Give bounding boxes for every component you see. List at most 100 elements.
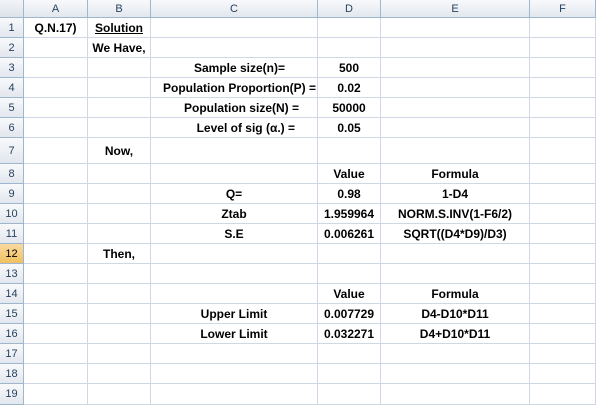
grid-cell-f15[interactable]: [530, 304, 596, 324]
grid-cell-f18[interactable]: [530, 364, 596, 384]
cell-e15[interactable]: D4-D10*D11: [381, 304, 530, 324]
cell-e10[interactable]: NORM.S.INV(1-F6/2): [381, 204, 530, 224]
cell-c10[interactable]: Ztab: [151, 204, 318, 224]
grid-cell-f14[interactable]: [530, 284, 596, 304]
grid-cell-b18[interactable]: [88, 364, 151, 384]
grid-cell-d13[interactable]: [318, 264, 381, 284]
cell-d11[interactable]: 0.006261: [318, 224, 381, 244]
grid-cell-c13[interactable]: [151, 264, 318, 284]
grid-cell-d19[interactable]: [318, 384, 381, 405]
cell-a1[interactable]: Q.N.17): [24, 18, 88, 38]
cell-b12[interactable]: Then,: [88, 244, 151, 264]
row-header-16[interactable]: 16: [0, 324, 24, 344]
row-header-18[interactable]: 18: [0, 364, 24, 384]
grid-cell-a12[interactable]: [24, 244, 88, 264]
cell-c15[interactable]: Upper Limit: [151, 304, 318, 324]
grid-cell-f19[interactable]: [530, 384, 596, 405]
grid-cell-e6[interactable]: [381, 118, 530, 138]
grid-cell-e17[interactable]: [381, 344, 530, 364]
grid-cell-f10[interactable]: [530, 204, 596, 224]
cell-e11[interactable]: SQRT((D4*D9)/D3): [381, 224, 530, 244]
grid-cell-f16[interactable]: [530, 324, 596, 344]
grid-cell-b11[interactable]: [88, 224, 151, 244]
grid-cell-b15[interactable]: [88, 304, 151, 324]
cell-c11[interactable]: S.E: [151, 224, 318, 244]
grid-cell-a11[interactable]: [24, 224, 88, 244]
cell-d14[interactable]: Value: [318, 284, 381, 304]
cell-d4[interactable]: 0.02: [318, 78, 381, 98]
grid-cell-f6[interactable]: [530, 118, 596, 138]
grid-cell-f8[interactable]: [530, 164, 596, 184]
cell-d5[interactable]: 50000: [318, 98, 381, 118]
grid-cell-a16[interactable]: [24, 324, 88, 344]
grid-cell-c1[interactable]: [151, 18, 318, 38]
grid-cell-a18[interactable]: [24, 364, 88, 384]
grid-cell-b16[interactable]: [88, 324, 151, 344]
grid-cell-a3[interactable]: [24, 58, 88, 78]
grid-cell-b19[interactable]: [88, 384, 151, 405]
grid-cell-a13[interactable]: [24, 264, 88, 284]
grid-cell-a8[interactable]: [24, 164, 88, 184]
cell-c4[interactable]: Population Proportion(P) =: [151, 78, 318, 98]
cell-c16[interactable]: Lower Limit: [151, 324, 318, 344]
row-header-8[interactable]: 8: [0, 164, 24, 184]
grid-cell-c8[interactable]: [151, 164, 318, 184]
column-header-d[interactable]: D: [318, 0, 381, 18]
column-header-c[interactable]: C: [151, 0, 318, 18]
grid-cell-f2[interactable]: [530, 38, 596, 58]
grid-cell-b3[interactable]: [88, 58, 151, 78]
grid-cell-d12[interactable]: [318, 244, 381, 264]
grid-cell-f13[interactable]: [530, 264, 596, 284]
grid-cell-c14[interactable]: [151, 284, 318, 304]
grid-cell-a7[interactable]: [24, 138, 88, 164]
row-header-7[interactable]: 7: [0, 138, 24, 164]
grid-cell-c18[interactable]: [151, 364, 318, 384]
grid-cell-f7[interactable]: [530, 138, 596, 164]
grid-cell-d7[interactable]: [318, 138, 381, 164]
grid-cell-f9[interactable]: [530, 184, 596, 204]
grid-cell-e19[interactable]: [381, 384, 530, 405]
grid-cell-e12[interactable]: [381, 244, 530, 264]
grid-cell-b9[interactable]: [88, 184, 151, 204]
grid-cell-e5[interactable]: [381, 98, 530, 118]
column-header-e[interactable]: E: [381, 0, 530, 18]
grid-cell-b4[interactable]: [88, 78, 151, 98]
row-header-13[interactable]: 13: [0, 264, 24, 284]
row-header-12[interactable]: 12: [0, 244, 24, 264]
grid-cell-a10[interactable]: [24, 204, 88, 224]
grid-cell-a19[interactable]: [24, 384, 88, 405]
grid-cell-a4[interactable]: [24, 78, 88, 98]
cell-e16[interactable]: D4+D10*D11: [381, 324, 530, 344]
row-header-1[interactable]: 1: [0, 18, 24, 38]
grid-cell-f5[interactable]: [530, 98, 596, 118]
column-header-b[interactable]: B: [88, 0, 151, 18]
cell-d9[interactable]: 0.98: [318, 184, 381, 204]
row-header-11[interactable]: 11: [0, 224, 24, 244]
cell-b7[interactable]: Now,: [88, 138, 151, 164]
cell-d8[interactable]: Value: [318, 164, 381, 184]
grid-cell-a5[interactable]: [24, 98, 88, 118]
grid-cell-d2[interactable]: [318, 38, 381, 58]
cell-d3[interactable]: 500: [318, 58, 381, 78]
grid-cell-e4[interactable]: [381, 78, 530, 98]
grid-cell-b14[interactable]: [88, 284, 151, 304]
select-all-corner[interactable]: [0, 0, 24, 18]
grid-cell-c19[interactable]: [151, 384, 318, 405]
grid-cell-d18[interactable]: [318, 364, 381, 384]
cell-d6[interactable]: 0.05: [318, 118, 381, 138]
grid-cell-b10[interactable]: [88, 204, 151, 224]
row-header-5[interactable]: 5: [0, 98, 24, 118]
row-header-3[interactable]: 3: [0, 58, 24, 78]
cell-d10[interactable]: 1.959964: [318, 204, 381, 224]
grid-cell-d1[interactable]: [318, 18, 381, 38]
grid-cell-f11[interactable]: [530, 224, 596, 244]
grid-cell-f17[interactable]: [530, 344, 596, 364]
grid-cell-c12[interactable]: [151, 244, 318, 264]
grid-cell-a6[interactable]: [24, 118, 88, 138]
column-header-f[interactable]: F: [530, 0, 596, 18]
grid-cell-c17[interactable]: [151, 344, 318, 364]
grid-cell-e7[interactable]: [381, 138, 530, 164]
grid-cell-b6[interactable]: [88, 118, 151, 138]
row-header-4[interactable]: 4: [0, 78, 24, 98]
row-header-6[interactable]: 6: [0, 118, 24, 138]
